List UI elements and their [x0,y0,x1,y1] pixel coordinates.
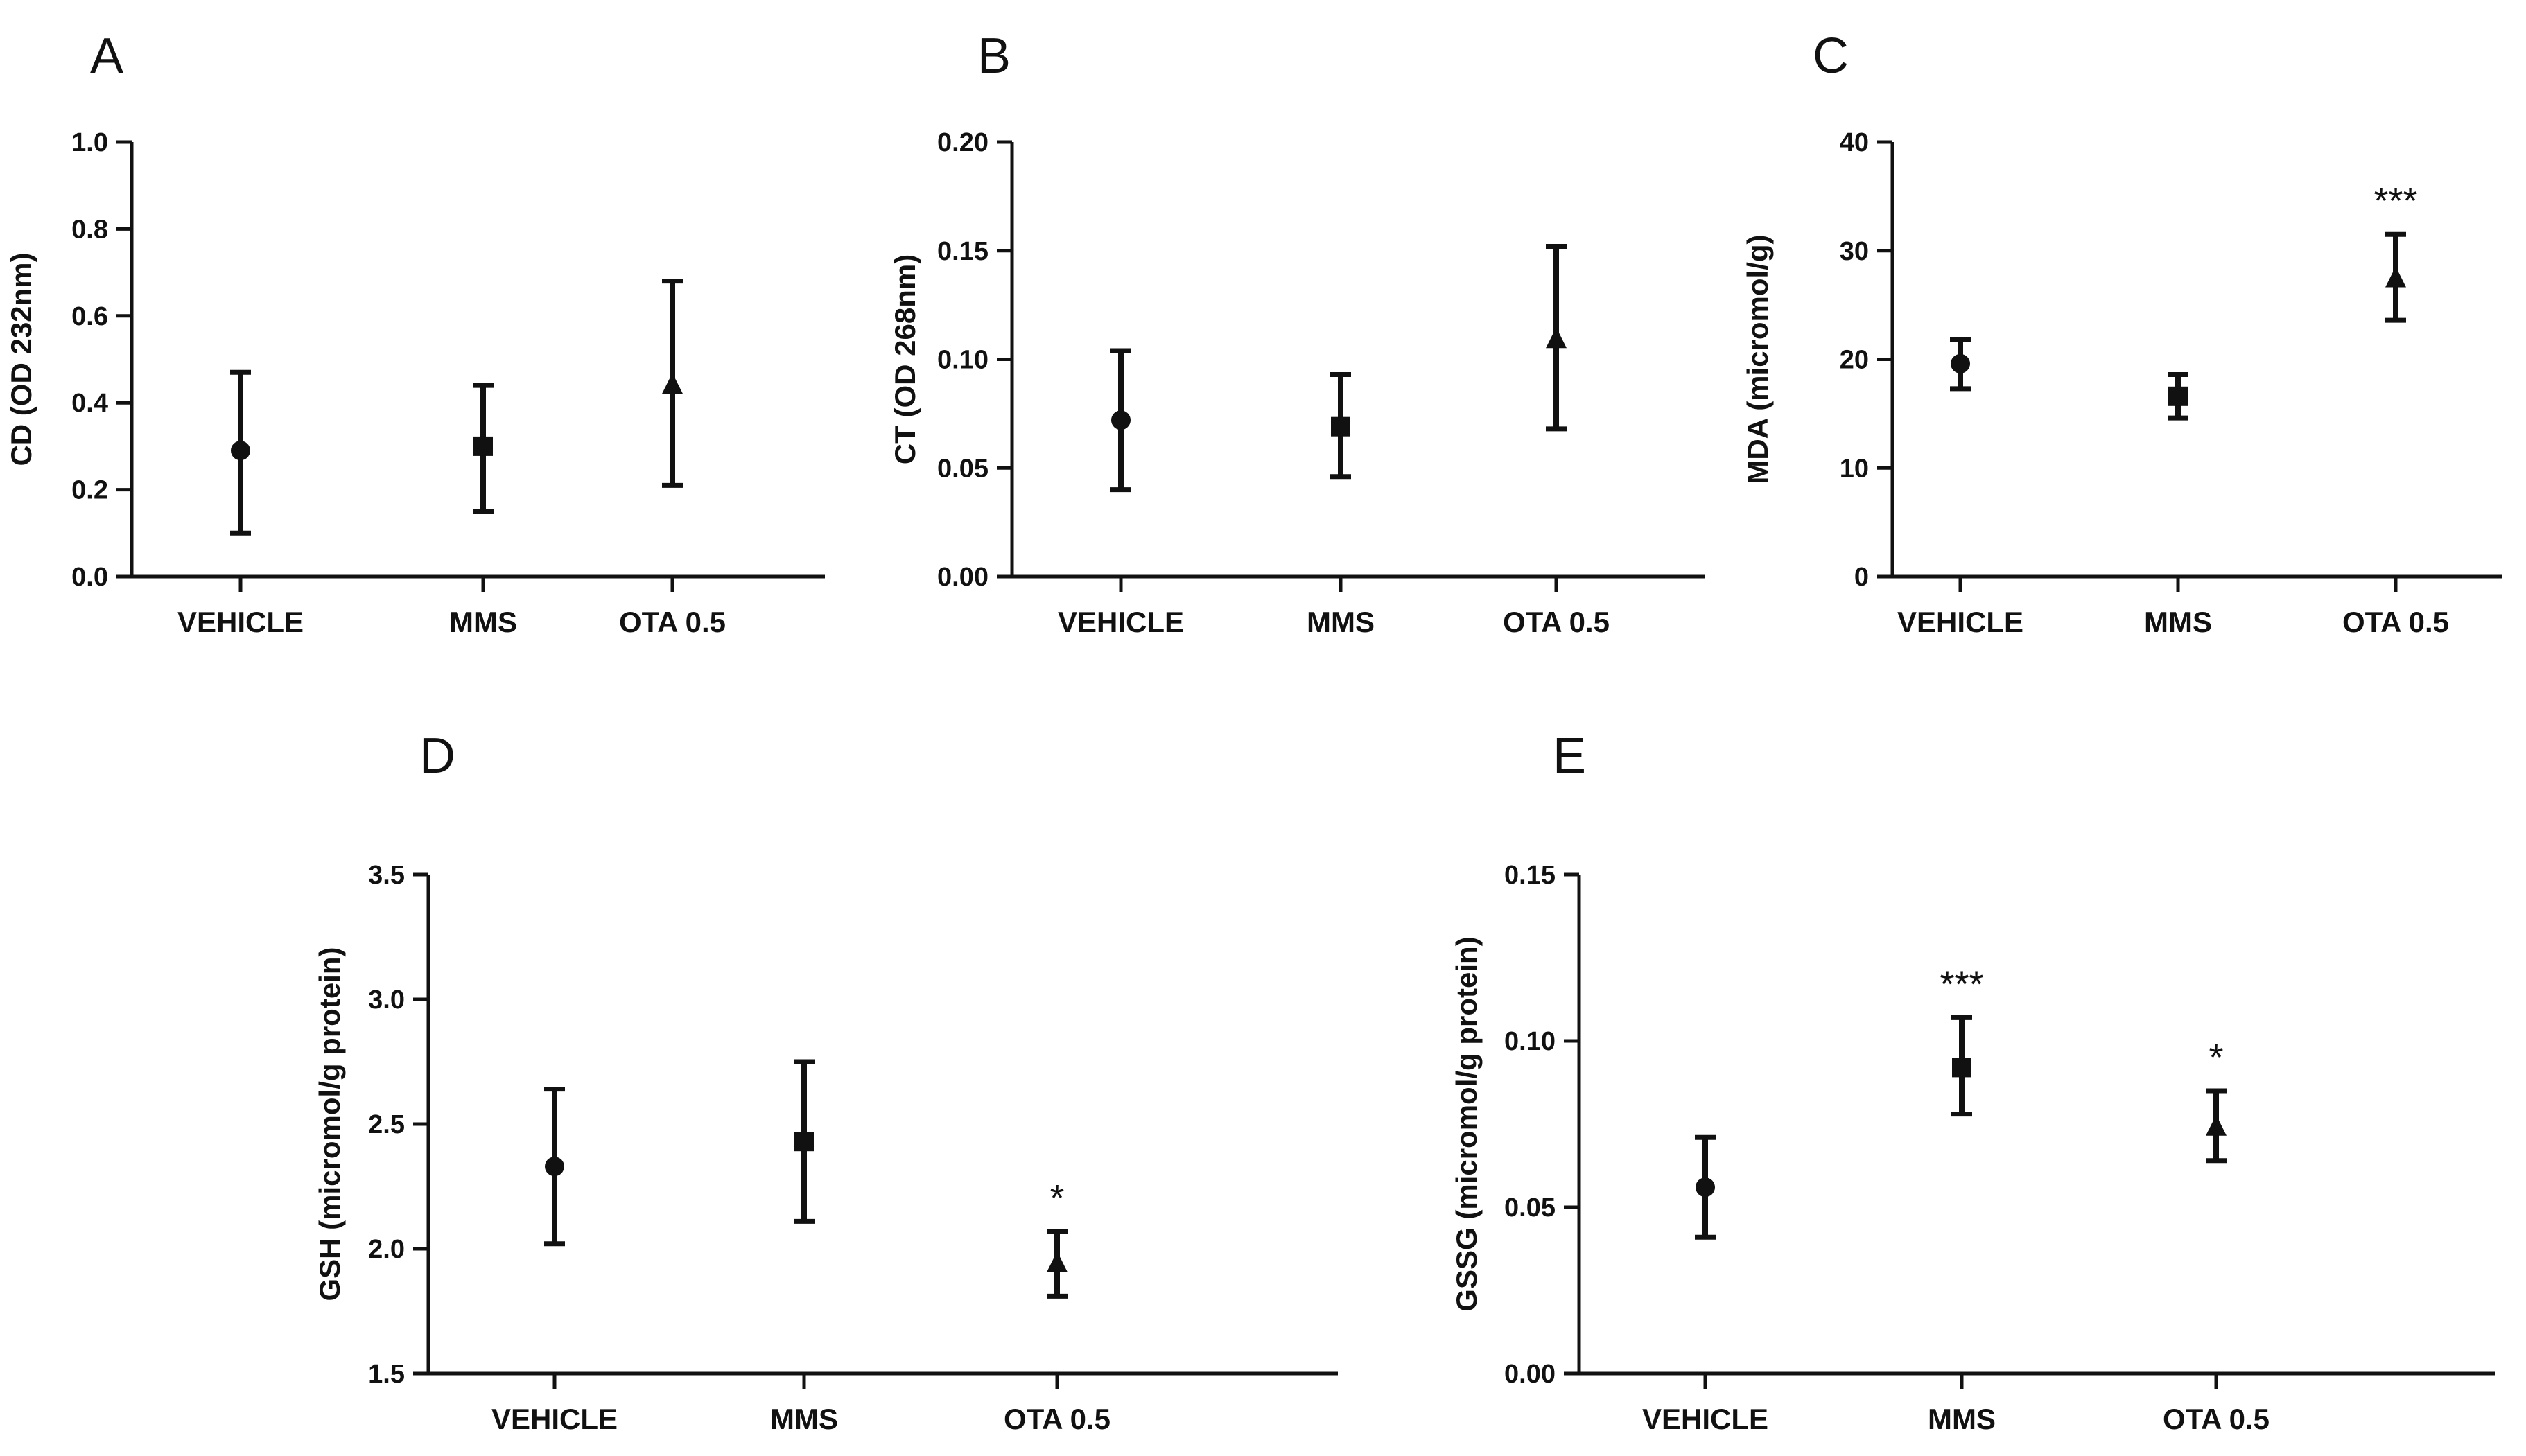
panel-c-y-tick-label: 20 [1840,346,1869,375]
panel-c-y-tick-label: 40 [1840,128,1869,157]
panel-a-point-triangle-2 [662,373,683,394]
panel-e-x-tick-label: MMS [1928,1403,1996,1435]
panel-d-y-tick-label: 1.5 [368,1360,405,1389]
panel-a-y-tick-label: 0.6 [71,302,108,331]
panel-a-x-tick-label: VEHICLE [177,606,304,638]
panel-d-x-tick-label: OTA 0.5 [1004,1403,1110,1435]
panel-e-y-tick-label: 0.15 [1504,861,1556,890]
panel-c-point-circle-0 [1951,353,1970,374]
panel-e-letter: E [1553,728,1586,784]
panel-d-x-tick-label: VEHICLE [491,1403,618,1435]
panel-a-y-tick-label: 0.0 [71,563,108,592]
panel-b-x-tick-label: MMS [1307,606,1375,638]
panel-d-y-tick-label: 3.5 [368,861,405,890]
panel-c-significance-2: *** [2373,180,2417,222]
panel-e-x-tick-label: OTA 0.5 [2163,1403,2270,1435]
panel-b-y-title: CT (OD 268nm) [889,254,921,464]
panel-a-y-tick-label: 1.0 [71,128,108,157]
panel-e-x-tick-label: VEHICLE [1642,1403,1768,1435]
panel-e-significance-1: *** [1940,963,1983,1005]
panel-a-point-circle-0 [231,441,250,461]
panel-d-point-circle-0 [545,1157,564,1177]
panel-e-y-tick-label: 0.05 [1504,1193,1556,1222]
panel-c-point-triangle-2 [2385,266,2406,288]
panel-a-point-square-1 [473,436,493,456]
panel-a-x-tick-label: MMS [449,606,517,638]
panel-b-x-tick-label: OTA 0.5 [1503,606,1610,638]
panel-d-y-tick-label: 3.0 [368,985,405,1015]
panel-b-y-tick-label: 0.15 [937,237,988,266]
panel-e-significance-2: * [2209,1037,2223,1078]
panel-d-x-tick-label: MMS [770,1403,838,1435]
panel-b-point-square-1 [1331,416,1350,437]
panel-e-y-tick-label: 0.00 [1504,1360,1556,1389]
panel-c-y-tick-label: 30 [1840,237,1869,266]
panel-c-x-tick-label: MMS [2144,606,2212,638]
panel-e-y-title: GSSG (micromol/g protein) [1450,936,1483,1311]
panel-c-x-tick-label: OTA 0.5 [2342,606,2449,638]
panel-d-point-square-1 [794,1132,814,1152]
panel-d-point-triangle-2 [1047,1251,1068,1272]
panel-a-letter: A [90,28,123,84]
panel-a-y-title: CD (OD 232nm) [5,252,37,466]
panel-b-point-circle-0 [1111,410,1131,430]
panel-d-y-tick-label: 2.0 [368,1235,405,1264]
panel-d-y-title: GSH (micromol/g protein) [313,947,346,1301]
panel-c-y-title: MDA (micromol/g) [1741,234,1774,484]
panel-b-y-tick-label: 0.20 [937,128,988,157]
panel-e-point-square-1 [1952,1058,1971,1078]
panel-a-x-tick-label: OTA 0.5 [619,606,726,638]
panel-b-y-tick-label: 0.05 [937,454,988,483]
panel-a-y-tick-label: 0.8 [71,215,108,244]
panel-d-y-tick-label: 2.5 [368,1110,405,1139]
panel-a-y-tick-label: 0.2 [71,476,108,505]
panel-b-letter: B [977,28,1011,84]
panel-c-x-tick-label: VEHICLE [1897,606,2023,638]
panel-b-y-tick-label: 0.00 [937,563,988,592]
panel-e-y-tick-label: 0.10 [1504,1027,1556,1056]
panel-c-y-tick-label: 10 [1840,454,1869,483]
panel-c-y-tick-label: 0 [1854,563,1869,592]
panel-b-x-tick-label: VEHICLE [1058,606,1184,638]
panel-c-letter: C [1813,28,1849,84]
panel-d-significance-2: * [1049,1177,1064,1219]
panel-c-point-square-1 [2168,386,2188,406]
panel-a-y-tick-label: 0.4 [71,389,108,418]
panel-d-letter: D [419,728,455,784]
panel-b-y-tick-label: 0.10 [937,346,988,375]
panel-e-point-triangle-2 [2206,1114,2227,1136]
panel-e-point-circle-0 [1696,1177,1715,1198]
panel-b-point-triangle-2 [1546,327,1567,349]
